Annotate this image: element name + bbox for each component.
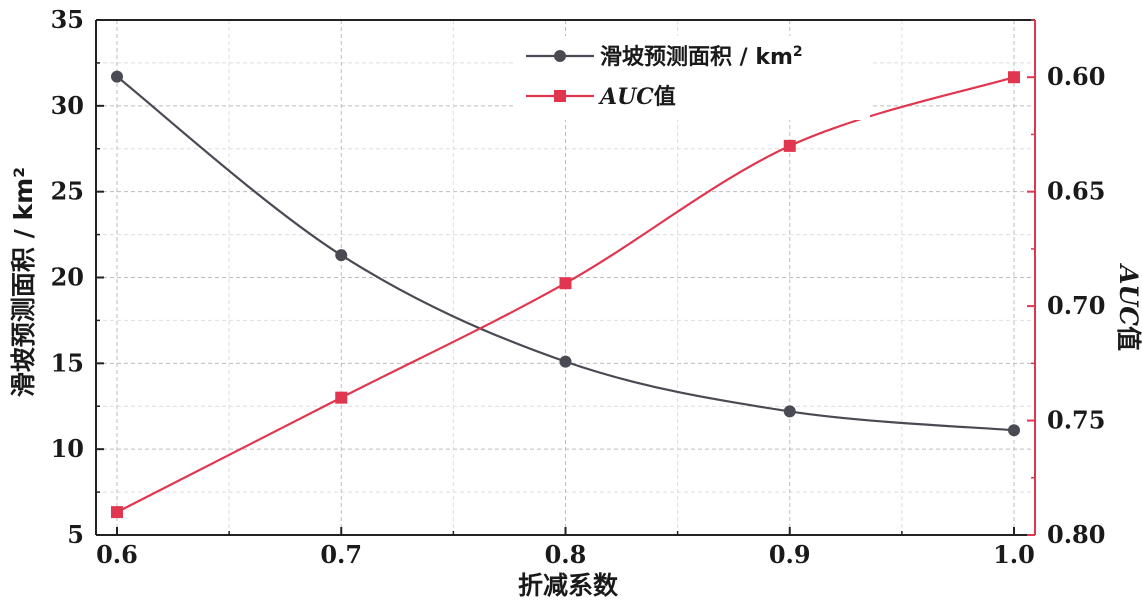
y-right-tick-label: 0.70: [1047, 291, 1105, 320]
y-right-tick-label: 0.65: [1047, 177, 1105, 206]
y-left-tick-label: 20: [51, 263, 84, 292]
y-left-tick-label: 10: [51, 434, 84, 463]
y-right-tick-label: 0.60: [1047, 62, 1105, 91]
y-left-tick-label: 35: [51, 5, 84, 34]
legend-swatch-area-marker: [554, 50, 566, 62]
x-tick-label: 1.0: [993, 540, 1035, 569]
tick-labels: 5 10 15 20 25 30 35 0.60 0.65 0.70 0.75 0.80 0.6 0.7 0…: [51, 5, 1106, 569]
legend-label-area-sup: 2: [793, 44, 803, 60]
x-tick-label: 0.8: [545, 540, 587, 569]
legend-label-auc: AUC值: [598, 84, 676, 110]
axes: [95, 19, 1036, 536]
legend-label-auc-suffix: 值: [654, 84, 676, 110]
series-auc-point: [111, 506, 123, 519]
legend-label-area-main: 滑坡预测面积 / km: [600, 45, 793, 70]
x-axis-title: 折减系数: [518, 571, 619, 600]
y-axis-left-title-text: 滑坡预测面积 / km²: [9, 167, 38, 397]
series-area-point: [111, 70, 123, 83]
legend-label-auc-main: AUC: [598, 84, 654, 110]
series-area-point: [783, 405, 796, 418]
y-right-tick-label: 0.80: [1047, 520, 1105, 549]
series-auc-point: [335, 391, 348, 404]
y-left-tick-label: 5: [67, 520, 84, 549]
series-area-point: [335, 249, 348, 262]
x-tick-label: 0.7: [320, 540, 362, 569]
series-area: [111, 70, 1020, 437]
legend-item-area: 滑坡预测面积 / km2: [526, 44, 803, 70]
y-left-tick-label: 25: [51, 177, 84, 206]
x-tick-label: 0.6: [96, 540, 138, 569]
series-area-point: [559, 355, 572, 368]
y-axis-right-title-suffix: 值: [1114, 326, 1142, 351]
legend: 滑坡预测面积 / km2 AUC值: [516, 36, 870, 120]
series-auc-point: [559, 277, 572, 290]
y-axis-right-title: AUC值: [1114, 263, 1142, 351]
legend-label-area: 滑坡预测面积 / km2: [600, 44, 803, 70]
legend-background: [516, 36, 870, 120]
y-axis-right-title-main: AUC: [1114, 263, 1142, 326]
y-right-tick-label: 0.75: [1047, 406, 1105, 435]
series-area-point: [1008, 424, 1020, 437]
legend-swatch-auc-marker: [554, 90, 566, 102]
series-auc-point: [1008, 71, 1020, 84]
series-auc-point: [783, 139, 796, 152]
y-left-tick-label: 15: [51, 348, 84, 377]
y-axis-left-title: 滑坡预测面积 / km²: [9, 167, 38, 397]
legend-item-auc: AUC值: [526, 84, 676, 110]
y-left-tick-label: 30: [51, 91, 84, 120]
x-tick-label: 0.9: [769, 540, 811, 569]
